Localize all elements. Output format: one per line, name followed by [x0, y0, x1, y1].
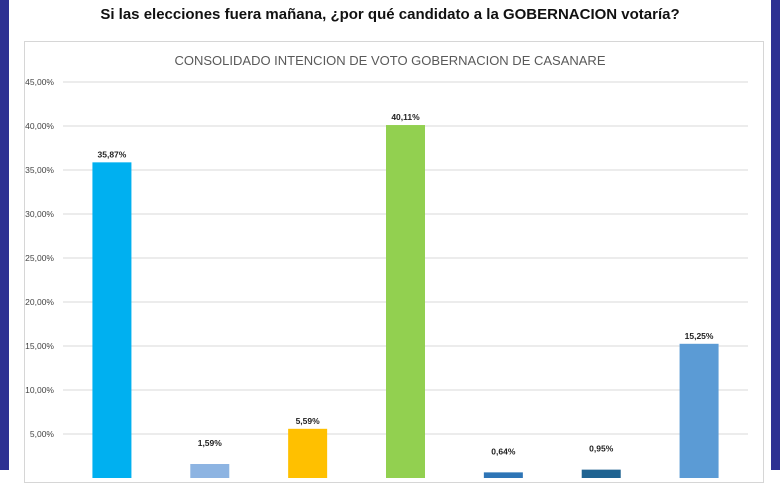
bar: [92, 162, 132, 478]
y-tick-label: 45,00%: [25, 77, 54, 87]
chart-container: CONSOLIDADO INTENCION DE VOTO GOBERNACIO…: [24, 41, 764, 483]
y-tick-label: 20,00%: [25, 297, 54, 307]
bar: [386, 125, 425, 479]
data-label: 0,64%: [491, 446, 516, 456]
y-tick-label: 25,00%: [25, 253, 54, 263]
chart-title: CONSOLIDADO INTENCION DE VOTO GOBERNACIO…: [175, 53, 606, 68]
y-axis-ticks: 5,00% 10,00% 15,00% 20,00% 25,00% 30,00% 35,00…: [25, 77, 54, 439]
bar: [288, 428, 328, 478]
y-tick-label: 40,00%: [25, 121, 54, 131]
bar: [679, 343, 719, 478]
y-tick-label: 35,00%: [25, 165, 54, 175]
data-labels: 35,87% 1,59% 5,59% 40,11% 0,64% 0,95% 15,25%: [98, 112, 714, 456]
data-label: 15,25%: [685, 331, 714, 341]
data-label: 0,95%: [589, 444, 614, 454]
data-label: 40,11%: [391, 112, 420, 122]
frame-right-border: [771, 0, 780, 470]
y-tick-label: 30,00%: [25, 209, 54, 219]
bar: [581, 469, 621, 478]
bar: [483, 472, 523, 478]
survey-question: Si las elecciones fuera mañana, ¿por qué…: [100, 6, 680, 23]
bar-chart: CONSOLIDADO INTENCION DE VOTO GOBERNACIO…: [25, 53, 748, 479]
data-label: 35,87%: [98, 149, 127, 159]
data-label: 5,59%: [296, 416, 321, 426]
y-tick-label: 15,00%: [25, 341, 54, 351]
y-tick-label: 10,00%: [25, 385, 54, 395]
data-label: 1,59%: [198, 438, 223, 448]
bar: [190, 464, 230, 478]
bars: [92, 125, 719, 479]
frame-left-border: [0, 0, 9, 470]
y-tick-label: 5,00%: [30, 429, 55, 439]
